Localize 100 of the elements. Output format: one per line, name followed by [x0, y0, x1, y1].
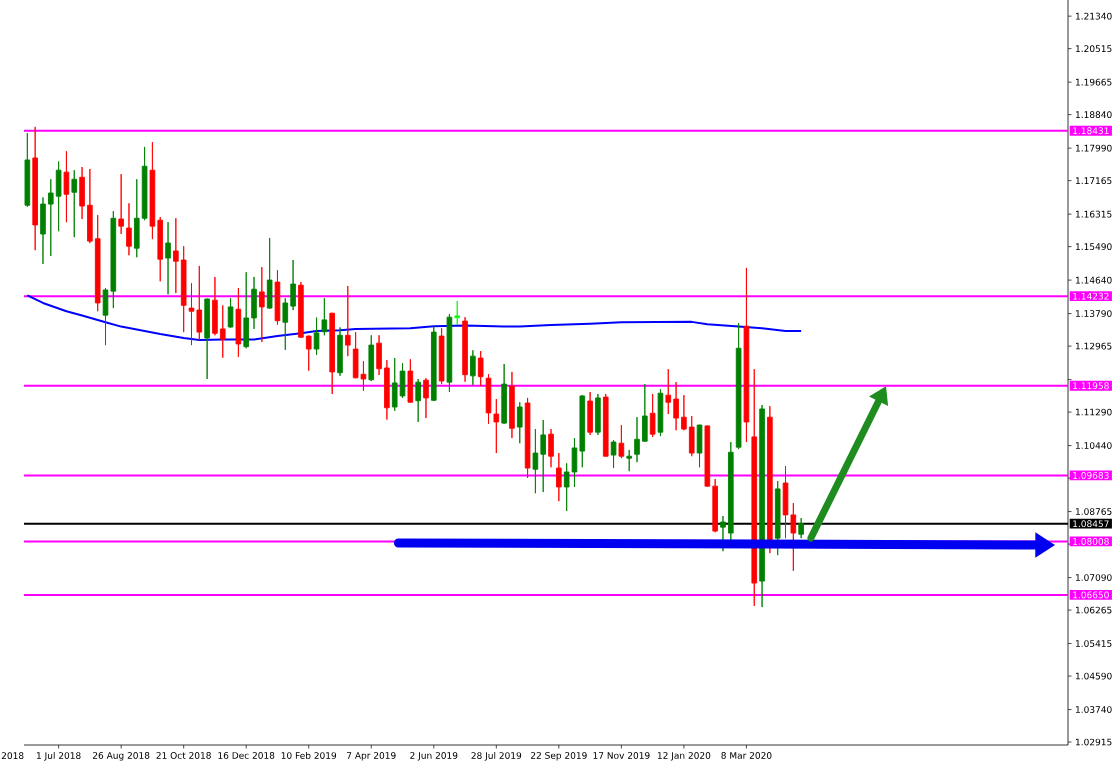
y-tick-label: 1.02915 [1076, 738, 1112, 746]
candlestick [477, 350, 484, 387]
candlestick [735, 322, 742, 450]
y-tick-label: 1.17165 [1076, 177, 1112, 185]
candlestick [329, 312, 335, 395]
y-tick-label: 1.18840 [1076, 111, 1112, 119]
candlestick [71, 169, 78, 238]
candlestick [259, 266, 265, 343]
candlestick [290, 259, 296, 311]
candlestick [626, 449, 632, 472]
candlestick [173, 217, 179, 294]
candlestick [446, 313, 453, 393]
candlestick [63, 150, 70, 223]
candlestick [548, 428, 554, 468]
y-tick-label: 1.19665 [1076, 78, 1112, 86]
candlestick [94, 214, 101, 312]
candlestick [243, 271, 249, 349]
candlestick [696, 424, 703, 468]
ref-line-label: 1.08008 [1073, 537, 1109, 545]
candlestick [798, 517, 804, 539]
y-tick-label: 1.17990 [1076, 144, 1112, 152]
candlestick [251, 276, 257, 330]
candlestick [376, 334, 382, 376]
ref-line-label: 1.11958 [1073, 382, 1109, 390]
candlestick [321, 297, 328, 336]
candlestick [493, 398, 500, 454]
line-series [26, 294, 803, 341]
candlestick [305, 335, 312, 372]
y-tick-label: 1.04590 [1076, 672, 1112, 680]
y-tick-label: 1.11290 [1076, 408, 1112, 416]
candlestick [368, 334, 375, 382]
candlestick [595, 393, 601, 436]
ref-line-label: 1.14232 [1073, 292, 1109, 300]
candlestick [313, 317, 320, 356]
candlestick [642, 383, 648, 443]
candlestick [384, 359, 390, 421]
candlestick [454, 300, 461, 326]
candlestick [462, 316, 468, 383]
candlestick [24, 132, 31, 208]
candlestick [751, 368, 758, 607]
candlestick [532, 428, 539, 494]
y-tick-label: 1.06265 [1076, 606, 1112, 614]
candlestick [415, 378, 421, 423]
candlestick [657, 388, 664, 437]
candlestick [610, 439, 617, 469]
y-tick-label: 1.05415 [1076, 640, 1112, 647]
candlestick [196, 265, 203, 341]
candlestick [298, 281, 304, 339]
y-tick-label: 1.14640 [1076, 276, 1112, 284]
candlestick [767, 405, 773, 554]
candlestick [470, 349, 476, 386]
candlestick [55, 161, 62, 232]
y-tick-label: 1.12965 [1076, 342, 1112, 350]
ref-line-label: 1.18431 [1073, 127, 1109, 135]
x-tick-label: 7 Apr 2019 [347, 752, 396, 761]
candlestick [32, 126, 38, 251]
x-tick-label: 8 Mar 2020 [721, 752, 772, 759]
y-tick-label: 1.03740 [1076, 706, 1112, 713]
candlestick [759, 404, 765, 608]
candlestick [501, 363, 507, 425]
candlestick [602, 393, 609, 458]
candlestick [430, 326, 437, 402]
text: 2018 [1, 752, 24, 759]
x-tick-label: 2 Jun 2019 [410, 752, 458, 761]
ref-line-label: 1.09683 [1073, 471, 1109, 479]
candlestick [188, 282, 195, 346]
candlestick [79, 166, 85, 220]
candlestick [720, 515, 726, 552]
x-tick-label: 21 Oct 2018 [156, 752, 211, 759]
candlestick [337, 326, 343, 377]
candlestick [665, 368, 672, 415]
candlestick [509, 371, 515, 439]
x-tick-label: 26 Aug 2018 [92, 752, 150, 761]
candlestick [438, 327, 445, 385]
y-tick-label: 1.10440 [1076, 442, 1112, 449]
candlestick [227, 297, 234, 329]
x-tick-label: 10 Feb 2019 [281, 752, 337, 759]
candlestick [235, 287, 242, 358]
x-tick-label: 17 Nov 2019 [593, 752, 650, 759]
candlestick [407, 358, 414, 404]
ref-line-label: 1.08457 [1073, 520, 1109, 528]
candlestick [618, 424, 625, 459]
x-tick-label: 22 Sep 2019 [530, 752, 587, 761]
y-tick-label: 1.13790 [1076, 310, 1112, 317]
candlestick [212, 276, 218, 336]
candlestick [681, 394, 687, 431]
candlestick [133, 178, 140, 258]
candlestick [266, 237, 273, 310]
candlestick [673, 381, 679, 431]
candlestick [48, 178, 54, 257]
ref-line-label: 1.06650 [1073, 591, 1109, 599]
y-tick-label: 1.20515 [1076, 45, 1112, 53]
x-tick-label: 1 Jul 2018 [36, 752, 81, 761]
y-tick-label: 1.16315 [1076, 210, 1112, 218]
y-tick-label: 1.21340 [1076, 12, 1112, 20]
candlestick [712, 478, 718, 533]
x-tick-label: 28 Jul 2019 [471, 752, 522, 761]
candlestick [118, 173, 124, 235]
x-tick-label: 12 Jan 2020 [657, 752, 711, 761]
candlestick [157, 216, 164, 282]
